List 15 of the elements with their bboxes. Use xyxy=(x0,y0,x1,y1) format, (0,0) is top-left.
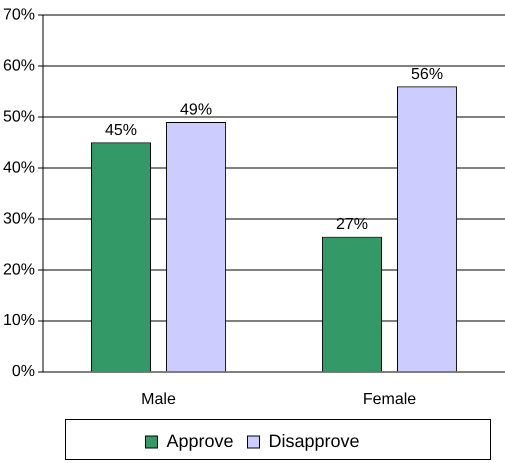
y-tick-label: 20% xyxy=(2,261,36,278)
legend-label: Disapprove xyxy=(268,430,360,451)
x-tick-label: Male xyxy=(141,390,176,408)
legend-label: Approve xyxy=(166,430,234,451)
y-tick-label: 40% xyxy=(2,159,36,176)
y-tick-label: 70% xyxy=(2,6,36,24)
data-label: 56% xyxy=(411,66,444,83)
x-tick-label: Female xyxy=(362,390,416,408)
data-label: 49% xyxy=(180,101,212,118)
y-tick-label: 50% xyxy=(2,108,36,126)
y-tick-label: 60% xyxy=(2,57,36,74)
data-label: 45% xyxy=(104,122,137,139)
y-tick-label: 30% xyxy=(2,210,36,228)
y-tick-label: 0% xyxy=(12,363,36,380)
y-tick-label: 10% xyxy=(2,312,36,330)
